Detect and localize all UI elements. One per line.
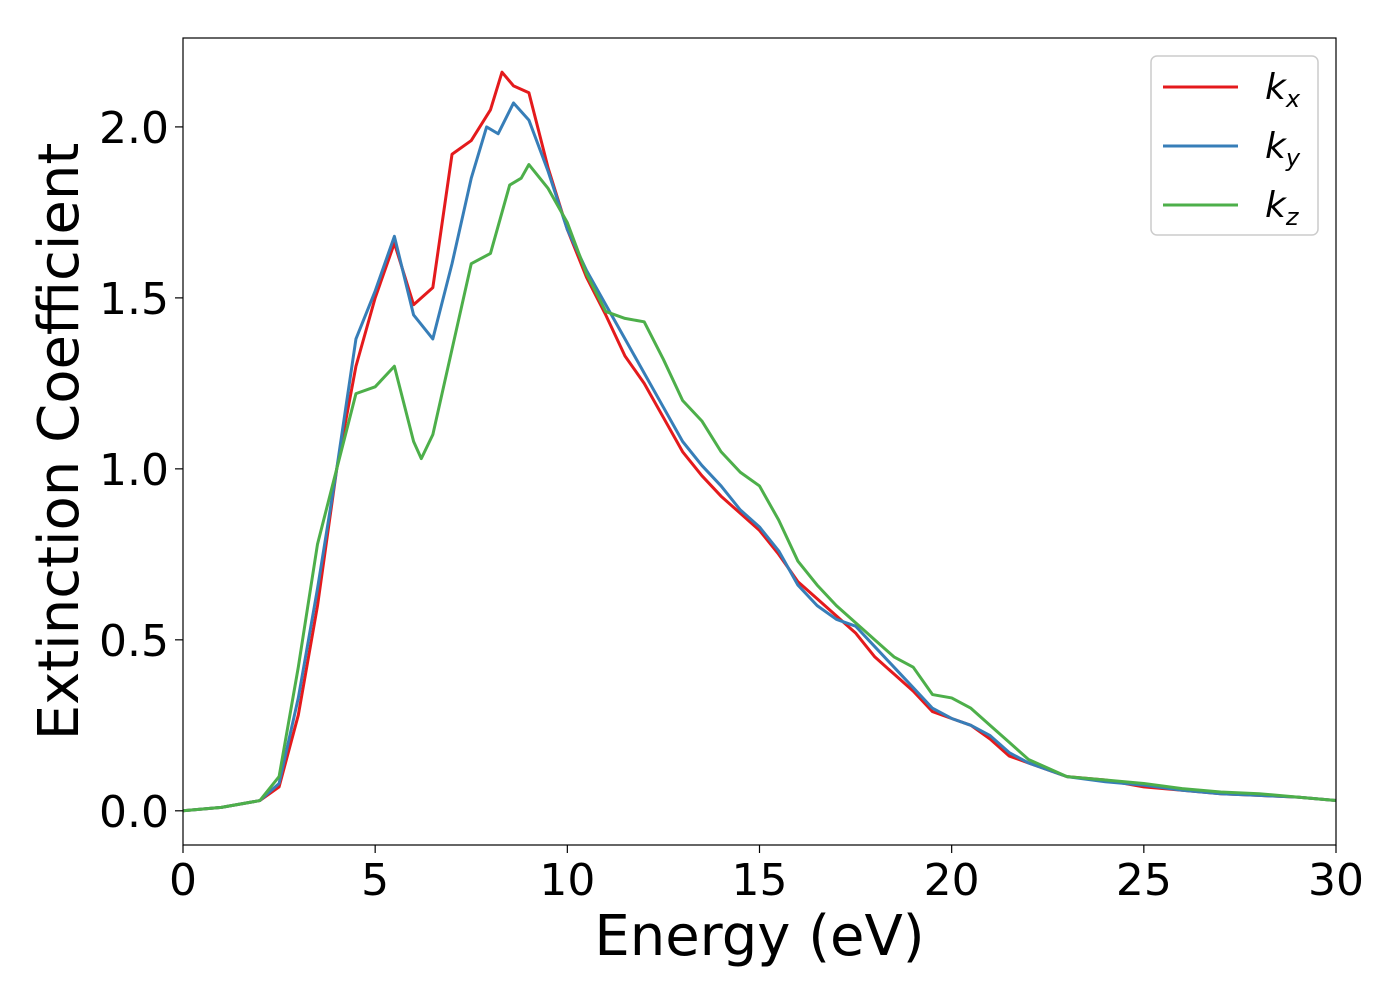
x-tick-label: 5 [361, 855, 389, 906]
legend-label-y: ky [1265, 126, 1301, 172]
y-tick-label: 2.0 [99, 103, 169, 154]
x-tick-label: 10 [539, 855, 595, 906]
series-line-y [183, 101, 1336, 813]
x-tick-label: 15 [732, 855, 788, 906]
y-tick-label: 0.5 [99, 616, 169, 667]
legend: kx ky kz [1150, 55, 1319, 236]
x-tick-label: 30 [1308, 855, 1364, 906]
x-tick-label: 20 [924, 855, 980, 906]
series-line-x [183, 70, 1336, 813]
series-line-z [183, 163, 1336, 813]
legend-label-z: kz [1265, 185, 1300, 231]
series-group [183, 70, 1336, 813]
x-axis-title: Energy (eV) [594, 904, 924, 969]
y-tick-label: 1.0 [99, 445, 169, 496]
legend-label-x: kx [1265, 67, 1301, 113]
y-axis-title: Extinction Coefficient [27, 143, 92, 741]
x-tick-label: 0 [169, 855, 197, 906]
y-tick-label: 0.0 [99, 787, 169, 838]
x-tick-label: 25 [1116, 855, 1172, 906]
y-tick-label: 1.5 [99, 274, 169, 325]
